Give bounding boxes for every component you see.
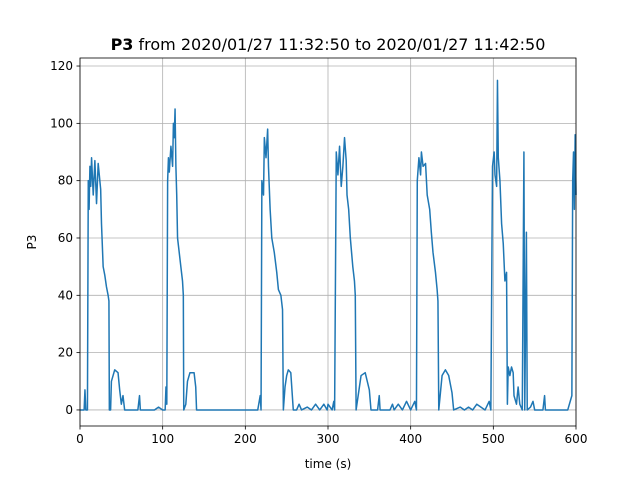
y-tick-label: 60 — [58, 231, 73, 245]
x-tick-label: 400 — [399, 432, 422, 446]
y-tick-label: 100 — [50, 116, 73, 130]
x-tick-label: 0 — [76, 432, 84, 446]
y-tick-label: 120 — [50, 59, 73, 73]
y-tick-label: 0 — [65, 403, 73, 417]
plot-area: 0 100 200 300 400 500 600 0 20 40 60 80 100 120 — [50, 57, 588, 446]
y-tick-label: 40 — [58, 288, 73, 302]
axes-frame — [79, 57, 577, 427]
data-line — [80, 79, 577, 411]
x-tick-label: 600 — [565, 432, 588, 446]
y-tick-label: 20 — [58, 346, 73, 360]
x-tick-label: 200 — [234, 432, 257, 446]
x-axis-label: time (s) — [305, 457, 352, 471]
y-axis-label: P3 — [25, 235, 39, 250]
chart-title: P3 from 2020/01/27 11:32:50 to 2020/01/2… — [111, 35, 546, 54]
x-tick-label: 100 — [151, 432, 174, 446]
y-tick-label: 80 — [58, 174, 73, 188]
x-tick-label: 300 — [317, 432, 340, 446]
title-bold: P3 — [111, 35, 134, 54]
x-tick-label: 500 — [482, 432, 505, 446]
title-text: from 2020/01/27 11:32:50 to 2020/01/27 1… — [139, 35, 546, 54]
